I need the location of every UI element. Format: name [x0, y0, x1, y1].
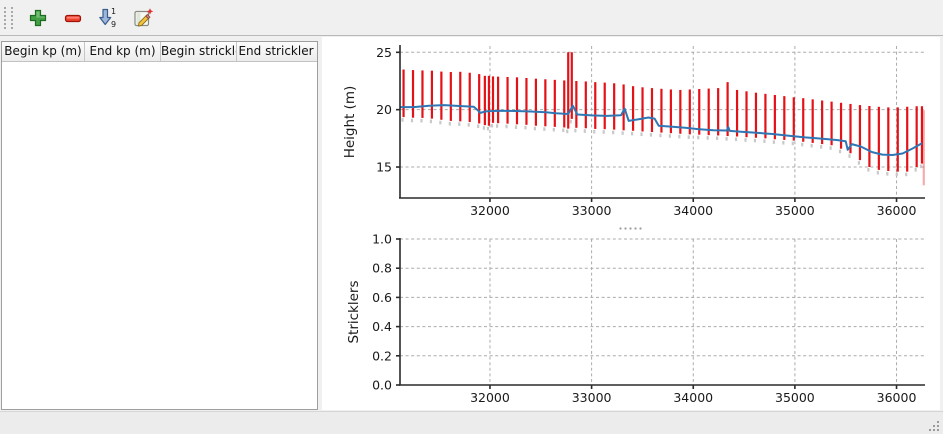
edit-button[interactable]: [128, 4, 158, 32]
svg-text:34000: 34000: [673, 203, 713, 218]
plus-icon: [29, 9, 47, 26]
status-bar: [0, 411, 943, 434]
svg-text:9: 9: [111, 20, 116, 29]
main-toolbar: 1 9: [0, 0, 943, 36]
svg-text:1: 1: [111, 7, 116, 16]
sort-rows-button[interactable]: 1 9: [93, 4, 123, 32]
svg-text:20: 20: [376, 102, 392, 117]
plots-panel: 32000 33000 34000 35000 36000 15 20 25 Height (m…: [322, 37, 940, 410]
svg-text:Height (m): Height (m): [342, 86, 358, 159]
svg-text:35000: 35000: [775, 203, 815, 218]
edit-icon: [134, 7, 154, 27]
svg-text:33000: 33000: [572, 390, 612, 405]
toolbar-drag-handle[interactable]: [4, 6, 13, 29]
svg-text:0.6: 0.6: [372, 290, 392, 305]
minus-icon: [64, 14, 82, 22]
svg-text:1.0: 1.0: [372, 232, 392, 247]
svg-text:0.8: 0.8: [372, 261, 392, 276]
column-header-begin-strickler[interactable]: Begin strickler: [161, 42, 237, 61]
svg-text:Stricklers: Stricklers: [346, 280, 362, 343]
svg-text:36000: 36000: [877, 203, 917, 218]
table-header: Begin kp (m) End kp (m) Begin strickler …: [2, 42, 317, 62]
column-header-end-strickler[interactable]: End strickler: [238, 44, 314, 58]
column-header-begin-kp[interactable]: Begin kp (m): [2, 42, 85, 61]
svg-text:33000: 33000: [572, 203, 612, 218]
stricklers-chart-canvas: 32000 33000 34000 35000 36000 0.0 0.2 0.4 0.6 0.8…: [346, 232, 925, 405]
svg-text:0.2: 0.2: [372, 348, 392, 363]
svg-text:34000: 34000: [673, 390, 713, 405]
svg-text:35000: 35000: [775, 390, 815, 405]
svg-text:25: 25: [376, 45, 392, 60]
svg-text:0.4: 0.4: [372, 319, 392, 334]
svg-text:36000: 36000: [877, 390, 917, 405]
svg-text:0.0: 0.0: [372, 378, 392, 393]
resize-grip[interactable]: [927, 419, 940, 432]
plot-splitter-handle[interactable]: [322, 225, 940, 231]
svg-text:32000: 32000: [470, 203, 510, 218]
splitter-grip-dots: [618, 226, 644, 230]
table-body[interactable]: [2, 62, 317, 409]
column-header-end-kp[interactable]: End kp (m): [85, 42, 161, 61]
svg-text:32000: 32000: [470, 390, 510, 405]
remove-row-button[interactable]: [58, 4, 88, 32]
sort-numeric-icon: 1 9: [99, 7, 116, 29]
add-row-button[interactable]: [23, 4, 53, 32]
strickler-table: Begin kp (m) End kp (m) Begin strickler …: [1, 41, 318, 410]
svg-text:15: 15: [376, 160, 392, 175]
height-chart-canvas: 32000 33000 34000 35000 36000 15 20 25 Height (m…: [342, 45, 925, 218]
